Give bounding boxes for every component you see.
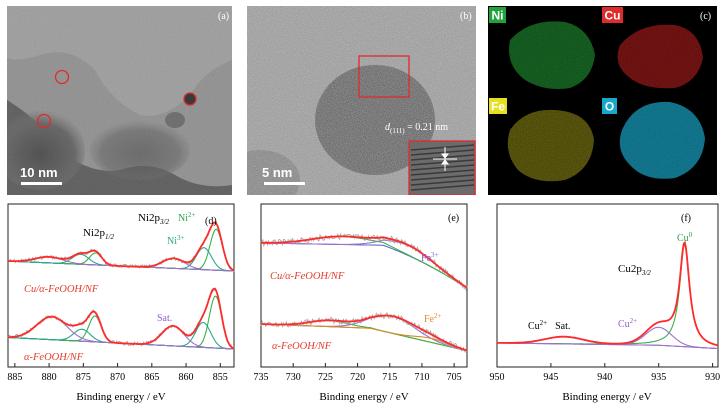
panel-a-label: (a)	[218, 11, 229, 22]
series-label-cu-feooh-e: Cu/α-FeOOH/NF	[270, 271, 345, 282]
chart-e-frame	[260, 203, 468, 368]
scale-bar-label: 10 nm	[20, 165, 58, 180]
x-tick-label: 950	[490, 372, 505, 383]
series-label-cu-feooh-d: Cu/α-FeOOH/NF	[24, 284, 99, 295]
x-tick-label: 865	[144, 372, 159, 383]
fit-envelope	[8, 287, 235, 350]
scale-bar	[264, 182, 305, 185]
x-tick-label: 930	[705, 372, 720, 383]
chart-d-plot: 885 880 875 870 865 860 855	[7, 221, 235, 383]
x-tick-label: 725	[318, 372, 333, 383]
x-tick-label: 870	[110, 372, 125, 383]
element-tag-fe: Fe	[489, 98, 507, 114]
annotation-cu2plus-sat: Cu2+ Sat.	[528, 319, 570, 332]
fit-envelope	[497, 240, 719, 347]
annotation-ni2p32: Ni2p3/2	[138, 212, 169, 226]
series-label-feooh-e: α-FeOOH/NF	[272, 341, 332, 352]
x-tick-label: 855	[213, 372, 228, 383]
zoom-region	[358, 55, 410, 98]
svg-text:Cu: Cu	[605, 9, 621, 23]
element-tag-cu: Cu	[602, 7, 623, 23]
scale-bar-label: 5 nm	[262, 165, 292, 180]
x-tick-label: 875	[76, 372, 91, 383]
fit-envelope	[261, 314, 468, 352]
x-tick-label: 880	[42, 372, 57, 383]
panel-c-eds-maps	[488, 6, 717, 195]
series-label-feooh-d: α-FeOOH/NF	[24, 352, 84, 363]
chart-d-panel-label: (d)	[205, 216, 217, 227]
annotation-cu2p32: Cu2p3/2	[618, 263, 651, 277]
chart-f-panel-label: (f)	[681, 213, 691, 224]
eds-map-ni	[505, 18, 600, 93]
panel-b-hrtem-image	[247, 6, 476, 195]
eds-map-fe	[505, 105, 600, 190]
annotation-cu2plus: Cu2+	[618, 317, 637, 330]
fit-envelope	[261, 235, 468, 289]
panel-b-label: (b)	[460, 11, 472, 22]
annotation-ni3plus: Ni3+	[167, 234, 185, 247]
x-tick-label: 885	[7, 372, 22, 383]
annotation-fe3plus: Fe3+	[421, 251, 439, 264]
chart-d-xlabel: Binding energy / eV	[76, 391, 165, 403]
element-tag-o: O	[602, 98, 617, 114]
x-tick-label: 945	[543, 372, 558, 383]
chart-f-xlabel: Binding energy / eV	[562, 391, 651, 403]
scale-bar	[21, 182, 62, 185]
x-tick-label: 730	[286, 372, 301, 383]
x-tick-label: 735	[254, 372, 269, 383]
x-tick-label: 710	[414, 372, 429, 383]
particle-marker	[54, 69, 70, 85]
component-peak	[261, 323, 468, 351]
particle-marker	[183, 92, 197, 106]
x-tick-label: 935	[651, 372, 666, 383]
annotation-ni2p12: Ni2p1/2	[83, 227, 114, 241]
chart-e-xlabel: Binding energy / eV	[319, 391, 408, 403]
panel-c-label: (c)	[700, 11, 711, 22]
panel-a-tem-image	[7, 6, 232, 195]
x-tick-label: 705	[447, 372, 462, 383]
element-tag-ni: Ni	[489, 7, 506, 23]
eds-map-cu	[615, 20, 710, 95]
d-spacing-label: d(111) = 0.21 nm	[385, 122, 448, 135]
chart-e-plot: 735 730 725 720 715 710 705	[254, 232, 468, 383]
chart-e-panel-label: (e)	[448, 213, 459, 224]
raw-spectrum	[7, 287, 235, 348]
fit-envelope	[7, 221, 235, 272]
lattice-arrows	[433, 147, 457, 171]
annotation-fe2plus: Fe2+	[424, 312, 442, 325]
annotation-sat: Sat.	[157, 313, 172, 324]
chart-f-frame	[496, 203, 719, 368]
eds-map-o	[615, 98, 710, 188]
chart-d-frame	[7, 203, 235, 368]
x-tick-label: 860	[179, 372, 194, 383]
x-tick-label: 715	[382, 372, 397, 383]
svg-text:Ni: Ni	[492, 9, 504, 23]
annotation-ni2plus: Ni2+	[178, 211, 196, 224]
chart-f-plot: 950 945 940 935 930	[490, 240, 720, 383]
svg-text:O: O	[605, 100, 614, 114]
x-tick-label: 940	[597, 372, 612, 383]
x-tick-label: 720	[350, 372, 365, 383]
annotation-cu0: Cu0	[677, 231, 693, 244]
particle-marker	[36, 113, 52, 129]
svg-text:Fe: Fe	[491, 100, 505, 114]
